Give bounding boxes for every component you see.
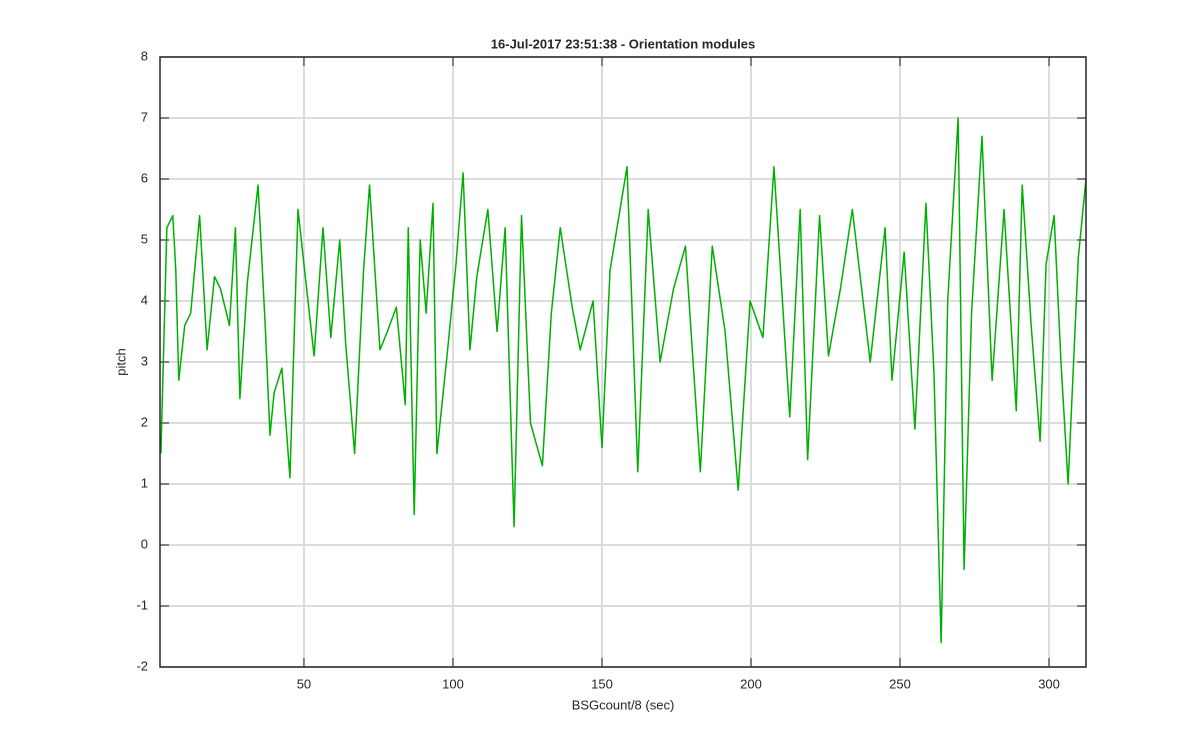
- x-tick-label: 200: [740, 676, 762, 691]
- y-tick-label: 0: [141, 536, 148, 551]
- x-tick-label: 150: [591, 676, 613, 691]
- x-tick-label: 250: [889, 676, 911, 691]
- y-tick-label: 3: [141, 353, 148, 368]
- x-axis-label: BSGcount/8 (sec): [572, 697, 675, 712]
- y-tick-label: 8: [141, 48, 148, 63]
- x-tick-label: 100: [442, 676, 464, 691]
- y-tick-label: 6: [141, 170, 148, 185]
- y-tick-label: 1: [141, 475, 148, 490]
- y-axis-label: pitch: [113, 348, 128, 375]
- x-tick-label: 50: [297, 676, 311, 691]
- axes-box: [159, 56, 1087, 668]
- x-tick-label: 300: [1038, 676, 1060, 691]
- data-line: [160, 117, 1087, 644]
- y-tick-label: -1: [136, 597, 148, 612]
- y-tick-label: 4: [141, 292, 148, 307]
- y-tick-label: 7: [141, 109, 148, 124]
- y-tick-label: 2: [141, 414, 148, 429]
- chart-title: 16-Jul-2017 23:51:38 - Orientation modul…: [491, 36, 755, 51]
- y-tick-label: -2: [136, 658, 148, 673]
- y-tick-label: 5: [141, 231, 148, 246]
